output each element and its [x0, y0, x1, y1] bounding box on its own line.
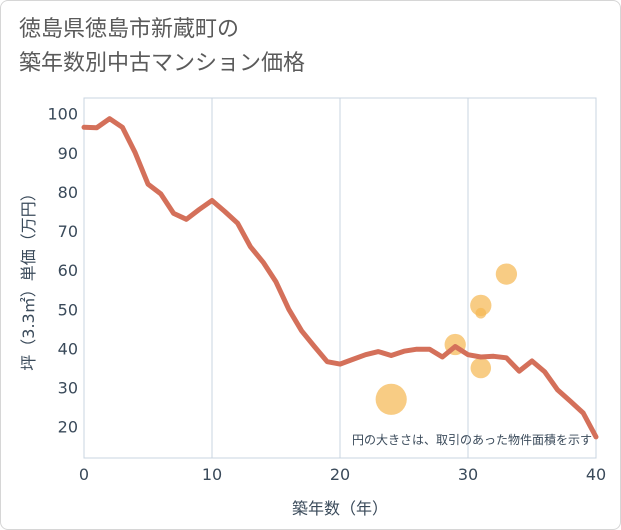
x-tick-20: 20 — [330, 465, 350, 484]
chart-title: 徳島県徳島市新蔵町の 築年数別中古マンション価格 — [19, 13, 305, 81]
y-tick-40: 40 — [58, 339, 78, 358]
y-tick-100: 100 — [47, 105, 78, 124]
y-tick-labels: 20 30 40 50 60 70 80 90 100 — [47, 105, 78, 437]
y-tick-60: 60 — [58, 261, 78, 280]
y-tick-50: 50 — [58, 300, 78, 319]
x-tick-10: 10 — [202, 465, 222, 484]
bubble-5 — [470, 357, 492, 379]
y-axis-label: 坪（3.3㎡）単価（万円） — [19, 185, 38, 370]
x-tick-30: 30 — [458, 465, 478, 484]
y-tick-90: 90 — [58, 144, 78, 163]
chart-title-line-1: 徳島県徳島市新蔵町の — [19, 17, 240, 42]
x-axis-label: 築年数（年） — [292, 499, 388, 518]
y-tick-70: 70 — [58, 222, 78, 241]
x-tick-0: 0 — [79, 465, 89, 484]
bubble-size-note: 円の大きさは、取引のあった物件面積を示す — [352, 432, 592, 447]
x-gridlines — [211, 98, 469, 458]
y-tick-30: 30 — [58, 379, 78, 398]
y-tick-80: 80 — [58, 183, 78, 202]
bubble-6 — [495, 263, 518, 285]
transaction-bubbles — [375, 263, 518, 415]
average-price-line — [81, 116, 599, 440]
bubble-3 — [470, 294, 492, 317]
x-tick-40: 40 — [586, 465, 606, 484]
bubble-4 — [475, 307, 487, 319]
bubble-1 — [375, 383, 407, 415]
x-tick-labels: 0 10 20 30 40 — [79, 465, 606, 484]
chart-title-line-2: 築年数別中古マンション価格 — [19, 51, 306, 76]
y-tick-20: 20 — [58, 418, 78, 437]
